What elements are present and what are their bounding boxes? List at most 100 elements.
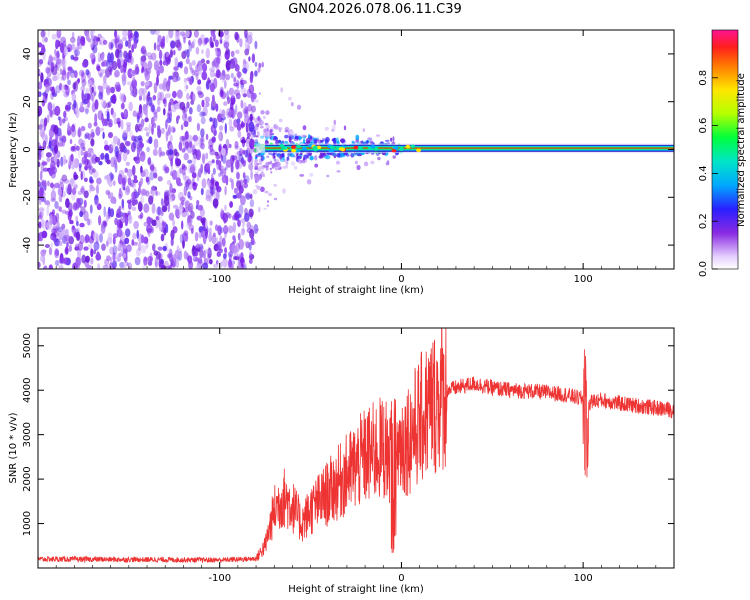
spectrogram-knot [399, 147, 404, 151]
spectrogram-transition-blob [288, 136, 292, 143]
spectrogram-noise-blob [45, 67, 50, 74]
spectrogram-noise-blob [77, 126, 81, 138]
spectrogram-noise-blob [46, 157, 51, 163]
spectrogram-transition-blob [280, 87, 284, 93]
spectrogram-noise-blob [147, 60, 153, 70]
spectrogram-noise-blob [149, 170, 155, 181]
spectrogram-noise-blob [147, 260, 153, 266]
spectrogram-noise-blob [231, 179, 234, 190]
spectrogram-transition-blob [285, 163, 288, 169]
spectrogram-noise-blob [244, 240, 250, 247]
spectrogram-noise-blob [183, 36, 186, 44]
spectrogram-noise-blob [84, 177, 88, 182]
spectrogram-noise-blob [81, 79, 87, 87]
spectrogram-noise-blob [54, 249, 60, 256]
spectrogram-noise-blob [110, 42, 114, 49]
spectrogram-noise-blob [221, 174, 228, 184]
snr-ytick-label: 3000 [22, 422, 33, 447]
spectrogram-transition-blob [377, 156, 381, 161]
spectrogram-noise-blob [209, 36, 213, 47]
spectrogram-noise-blob [217, 113, 223, 123]
spectrogram-noise-blob [80, 125, 86, 132]
spectrogram-transition-blob [263, 207, 267, 210]
spectrogram-noise-blob [140, 165, 143, 174]
spectrogram-noise-blob [221, 69, 226, 81]
spectrogram-noise-blob [162, 81, 167, 92]
spectrogram-noise-blob [58, 206, 63, 213]
spectrogram-noise-blob [46, 180, 50, 187]
spectrogram-noise-blob [153, 111, 158, 119]
spectrogram-noise-blob [140, 195, 144, 205]
spectrogram-noise-blob [111, 93, 117, 105]
spectrogram-noise-blob [96, 177, 102, 185]
snr-xtick-label: 100 [574, 573, 593, 584]
spectrogram-noise-blob [113, 197, 117, 205]
spectrogram-knot [405, 144, 411, 149]
spectrogram-noise-blob [244, 106, 249, 115]
spectrogram-knot [329, 145, 335, 150]
spectrogram-noise-blob [133, 220, 139, 230]
spectrogram-noise-blob [212, 263, 219, 268]
spectrogram-transition-blob [325, 154, 331, 160]
spectrogram-noise-blob [140, 177, 144, 185]
spectrogram-noise-blob [133, 175, 138, 180]
spectrogram-noise-blob [120, 102, 125, 110]
spectrogram-noise-blob [201, 71, 208, 81]
spectrogram-noise-blob [117, 121, 121, 128]
spectrogram-noise-blob [81, 156, 87, 164]
spectrogram-noise-blob [146, 216, 152, 225]
spectrogram-noise-blob [184, 81, 188, 93]
spectrogram-noise-blob [252, 130, 256, 138]
spectrogram-noise-blob [176, 89, 183, 99]
spectrogram-noise-blob [61, 84, 66, 93]
spectrogram-noise-blob [57, 116, 61, 121]
spectrogram-noise-blob [137, 186, 141, 196]
spectrogram-noise-blob [221, 237, 226, 247]
spectrogram-transition-blob [351, 140, 355, 144]
spectrogram-knot [353, 145, 359, 150]
spectrogram-noise-blob [46, 82, 51, 92]
spectrogram-noise-blob [188, 62, 192, 67]
spectrogram-noise-blob [177, 115, 180, 120]
spectrogram-noise-blob [79, 210, 84, 218]
spectrogram-noise-blob [192, 38, 196, 45]
colorbar-tick-label: 0.2 [698, 213, 709, 229]
spectrogram-noise-blob [155, 216, 160, 221]
spectrogram-noise-blob [162, 60, 167, 66]
spectrogram-noise-blob [93, 232, 99, 241]
spectrogram-noise-blob [185, 30, 190, 38]
spectrogram-noise-blob [216, 244, 221, 252]
spectrogram-noise-blob [67, 79, 71, 86]
spectrogram-noise-blob [80, 171, 83, 181]
spectrogram-transition-blob [298, 135, 301, 141]
spectrogram-noise-blob [207, 247, 212, 259]
spectrogram-noise-blob [175, 177, 181, 186]
spectrogram-noise-blob [168, 124, 171, 136]
spectrogram-noise-blob [157, 176, 163, 182]
spectrogram-noise-blob [166, 248, 173, 254]
spectrogram-noise-blob [176, 76, 181, 81]
spectrogram-noise-blob [186, 220, 189, 229]
spectrogram-noise-blob [70, 146, 76, 152]
spectrogram-noise-blob [89, 52, 96, 60]
spectrogram-transition-blob [350, 152, 355, 158]
spectrogram-noise-blob [191, 144, 196, 154]
spectrogram-noise-blob [238, 239, 244, 250]
spectrogram-transition-blob [336, 170, 341, 173]
spectrogram-noise-blob [148, 123, 151, 134]
spectrogram-noise-blob [155, 67, 161, 76]
spectrogram-noise-blob [56, 30, 62, 39]
spectrogram-noise-blob [68, 69, 72, 77]
spectrogram-noise-blob [170, 171, 173, 177]
spectrogram-transition-blob [284, 129, 289, 133]
spectrogram-noise-blob [93, 121, 98, 127]
spectrogram-noise-blob [56, 220, 60, 231]
spectrogram-transition-blob [273, 155, 276, 159]
spectrogram-noise-blob [186, 101, 190, 109]
spectrogram-marks [38, 30, 674, 269]
spectrogram-noise-blob [127, 214, 133, 224]
spectrogram-noise-blob [87, 99, 91, 108]
spectrogram-noise-blob [249, 113, 253, 122]
spectrogram-transition-blob [324, 139, 329, 145]
spectrogram-noise-blob [112, 251, 116, 262]
